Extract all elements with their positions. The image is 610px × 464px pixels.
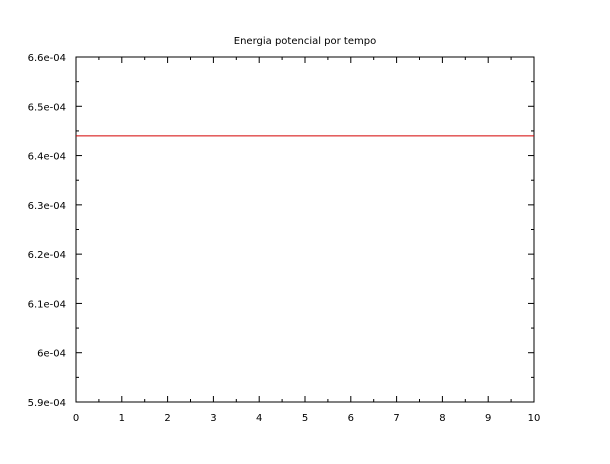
x-tick-label: 10 <box>528 413 541 424</box>
y-tick-label: 5.9e-04 <box>28 398 66 409</box>
plot-frame <box>75 56 535 403</box>
x-tick-label: 5 <box>302 413 308 424</box>
x-tick-label: 7 <box>393 413 399 424</box>
x-tick-label: 1 <box>119 413 125 424</box>
y-tick-label: 6.4e-04 <box>28 152 66 163</box>
y-tick-label: 6.2e-04 <box>28 250 66 261</box>
chart-title: Energia potencial por tempo <box>234 36 376 47</box>
x-tick-label: 6 <box>348 413 354 424</box>
y-tick-label: 6.3e-04 <box>28 201 66 212</box>
x-tick-label: 0 <box>73 413 79 424</box>
y-tick-label: 6e-04 <box>37 349 66 360</box>
y-tick-label: 6.5e-04 <box>28 102 66 113</box>
x-tick-label: 8 <box>439 413 445 424</box>
plot-area: 0 1 2 3 4 5 6 7 8 9 10 5.9e-04 6e-04 6.1e-04 6.2e-04 6.… <box>28 53 541 424</box>
y-tick-label: 6.6e-04 <box>28 53 66 64</box>
x-tick-label: 2 <box>164 413 170 424</box>
x-tick-label: 4 <box>256 413 262 424</box>
x-tick-label: 9 <box>485 413 491 424</box>
x-tick-label: 3 <box>210 413 216 424</box>
y-tick-label: 6.1e-04 <box>28 299 66 310</box>
